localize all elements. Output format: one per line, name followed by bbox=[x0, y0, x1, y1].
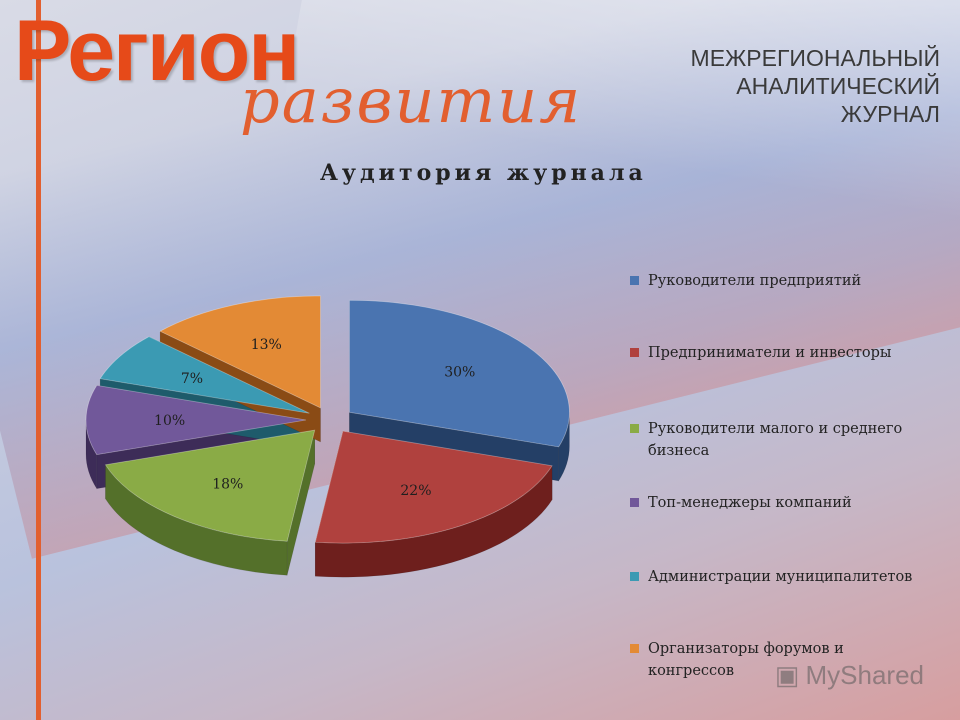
legend-swatch bbox=[630, 276, 639, 285]
chart-title: Аудитория журнала bbox=[320, 160, 647, 186]
watermark-text: MyShared bbox=[805, 660, 925, 690]
pie-slice-side bbox=[105, 463, 288, 576]
legend-item: Топ-менеджеры компаний bbox=[630, 492, 930, 514]
pie-data-label: 30% bbox=[444, 364, 475, 380]
legend-swatch bbox=[630, 498, 639, 507]
logo-title: Регион bbox=[14, 3, 300, 99]
pie-data-label: 7% bbox=[181, 371, 203, 387]
journal-line-1: МЕЖРЕГИОНАЛЬНЫЙ bbox=[690, 45, 940, 71]
legend-item: Предприниматели и инвесторы bbox=[630, 342, 930, 364]
journal-line-3: ЖУРНАЛ bbox=[840, 101, 940, 127]
pie-slice-edge bbox=[286, 430, 316, 576]
pie-data-label: 13% bbox=[251, 337, 282, 353]
legend-label: Предприниматели и инвесторы bbox=[648, 345, 892, 361]
legend-item: Организаторы форумов и конгрессов bbox=[630, 638, 930, 682]
pie-slice bbox=[85, 384, 307, 456]
pie-slice bbox=[349, 299, 570, 448]
journal-caption: МЕЖРЕГИОНАЛЬНЫЙ АНАЛИТИЧЕСКИЙ ЖУРНАЛ bbox=[691, 44, 940, 128]
legend-swatch bbox=[630, 644, 639, 653]
pie-slice bbox=[99, 336, 310, 414]
legend-swatch bbox=[630, 348, 639, 357]
legend-label: Организаторы форумов и конгрессов bbox=[648, 641, 844, 679]
watermark: ▣ MyShared bbox=[775, 660, 924, 691]
legend-swatch bbox=[630, 572, 639, 581]
logo-script: развития bbox=[240, 64, 583, 137]
pie-slice bbox=[104, 429, 316, 542]
legend-label: Руководители малого и среднего бизнеса bbox=[648, 421, 903, 459]
legend-item: Руководители малого и среднего бизнеса bbox=[630, 418, 930, 462]
journal-line-2: АНАЛИТИЧЕСКИЙ bbox=[736, 73, 940, 99]
legend-item: Администрации муниципалитетов bbox=[630, 566, 930, 588]
left-accent-rule bbox=[36, 0, 41, 720]
pie-data-label: 22% bbox=[400, 483, 431, 499]
pie-slice bbox=[314, 430, 553, 544]
legend-label: Топ-менеджеры компаний bbox=[648, 495, 852, 511]
legend-swatch bbox=[630, 424, 639, 433]
legend-label: Администрации муниципалитетов bbox=[648, 569, 913, 585]
legend-label: Руководители предприятий bbox=[648, 273, 862, 289]
presentation-icon: ▣ bbox=[774, 660, 800, 690]
pie-slice bbox=[159, 295, 321, 409]
pie-data-label: 10% bbox=[154, 413, 185, 429]
legend-item: Руководители предприятий bbox=[630, 270, 930, 292]
pie-data-label: 18% bbox=[212, 477, 243, 493]
